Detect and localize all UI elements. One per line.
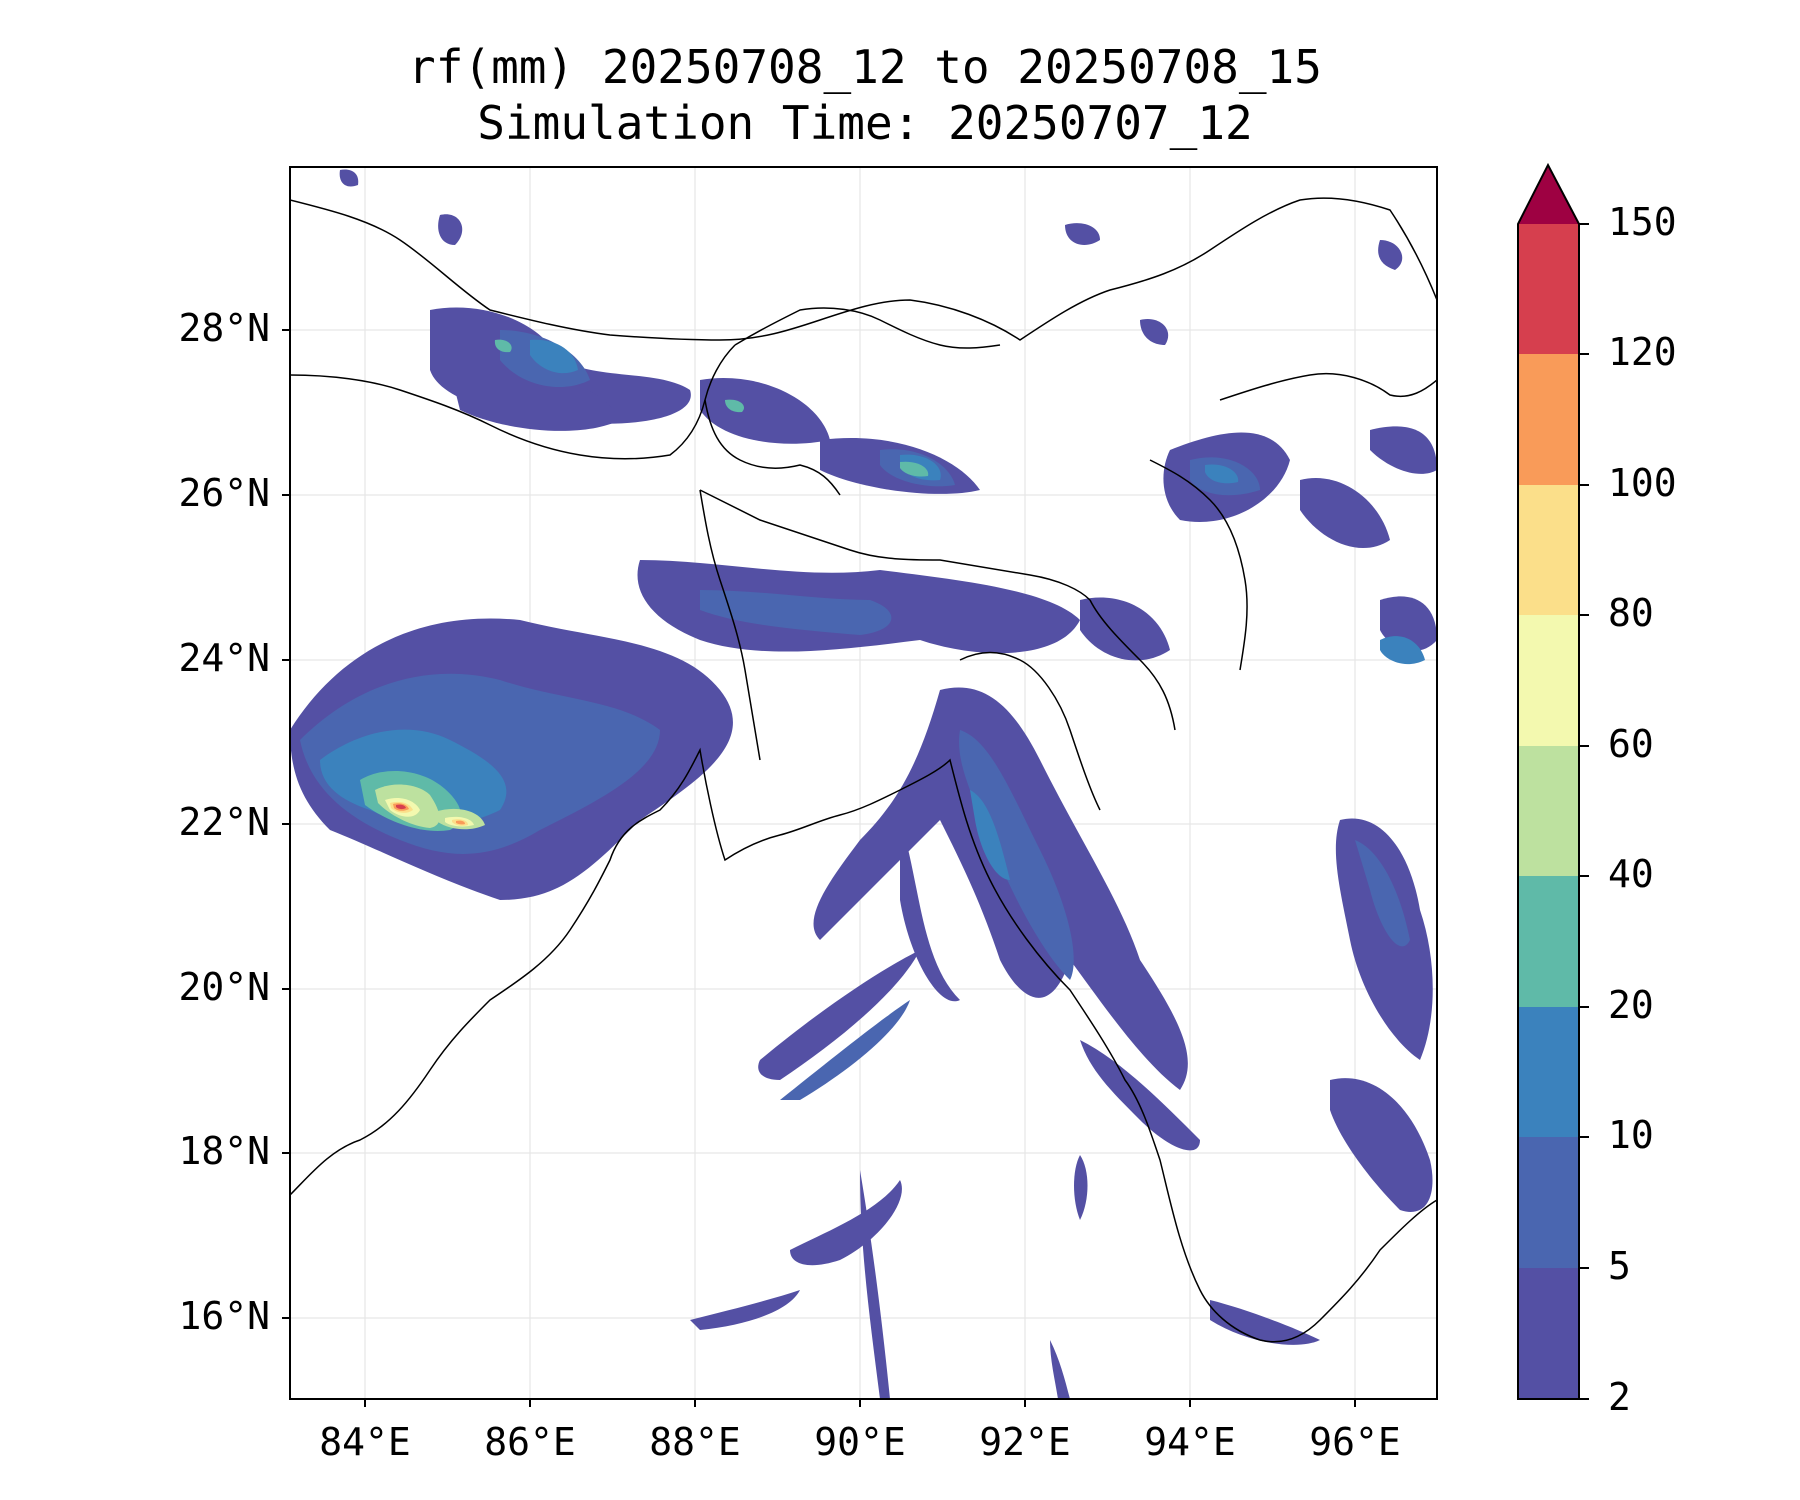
rainfall-contours [290, 169, 1437, 1399]
colorbar-bin-2-5 [1518, 1268, 1579, 1399]
lat-label-18n: 18°N [178, 1129, 270, 1173]
colorbar [1517, 162, 1589, 1400]
map-subtitle: Simulation Time: 20250707_12 [477, 96, 1253, 150]
colorbar-label-150: 150 [1608, 200, 1677, 244]
colorbar-outline [1517, 162, 1580, 1400]
lat-label-26n: 26°N [178, 471, 270, 515]
colorbar-bin-10-20 [1518, 1007, 1579, 1137]
lon-label-96e: 96°E [1309, 1420, 1401, 1464]
lat-label-16n: 16°N [178, 1294, 270, 1338]
colorbar-label-40: 40 [1608, 852, 1654, 896]
colorbar-bin-80-100 [1518, 485, 1579, 615]
colorbar-label-100: 100 [1608, 461, 1677, 505]
map-frame [289, 166, 1438, 1400]
colorbar-bin-5-10 [1518, 1137, 1579, 1268]
lon-label-90e: 90°E [814, 1420, 906, 1464]
colorbar-bin-40-60 [1518, 746, 1579, 876]
lat-label-20n: 20°N [178, 965, 270, 1009]
lon-label-94e: 94°E [1144, 1420, 1236, 1464]
colorbar-bin-100-120 [1518, 354, 1579, 485]
colorbar-label-80: 80 [1608, 591, 1654, 635]
colorbar-bin-60-80 [1518, 615, 1579, 746]
coastlines-borders [290, 197, 1437, 1343]
colorbar-label-20: 20 [1608, 983, 1654, 1027]
colorbar-bin-20-40 [1518, 876, 1579, 1007]
lon-label-84e: 84°E [319, 1420, 411, 1464]
colorbar-extend-max-arrow [1518, 165, 1579, 224]
map-title: rf(mm) 20250708_12 to 20250708_15 [408, 40, 1322, 94]
colorbar-label-120: 120 [1608, 330, 1677, 374]
lon-label-86e: 86°E [484, 1420, 576, 1464]
colorbar-label-10: 10 [1608, 1113, 1654, 1157]
lon-label-88e: 88°E [649, 1420, 741, 1464]
lon-label-92e: 92°E [979, 1420, 1071, 1464]
colorbar-label-60: 60 [1608, 722, 1654, 766]
lat-label-22n: 22°N [178, 800, 270, 844]
colorbar-label-5: 5 [1608, 1244, 1631, 1288]
colorbar-bin-120-150 [1518, 224, 1579, 354]
lat-label-24n: 24°N [178, 636, 270, 680]
colorbar-label-2: 2 [1608, 1375, 1631, 1419]
lat-label-28n: 28°N [178, 306, 270, 350]
axis-ticks [282, 329, 1356, 1407]
